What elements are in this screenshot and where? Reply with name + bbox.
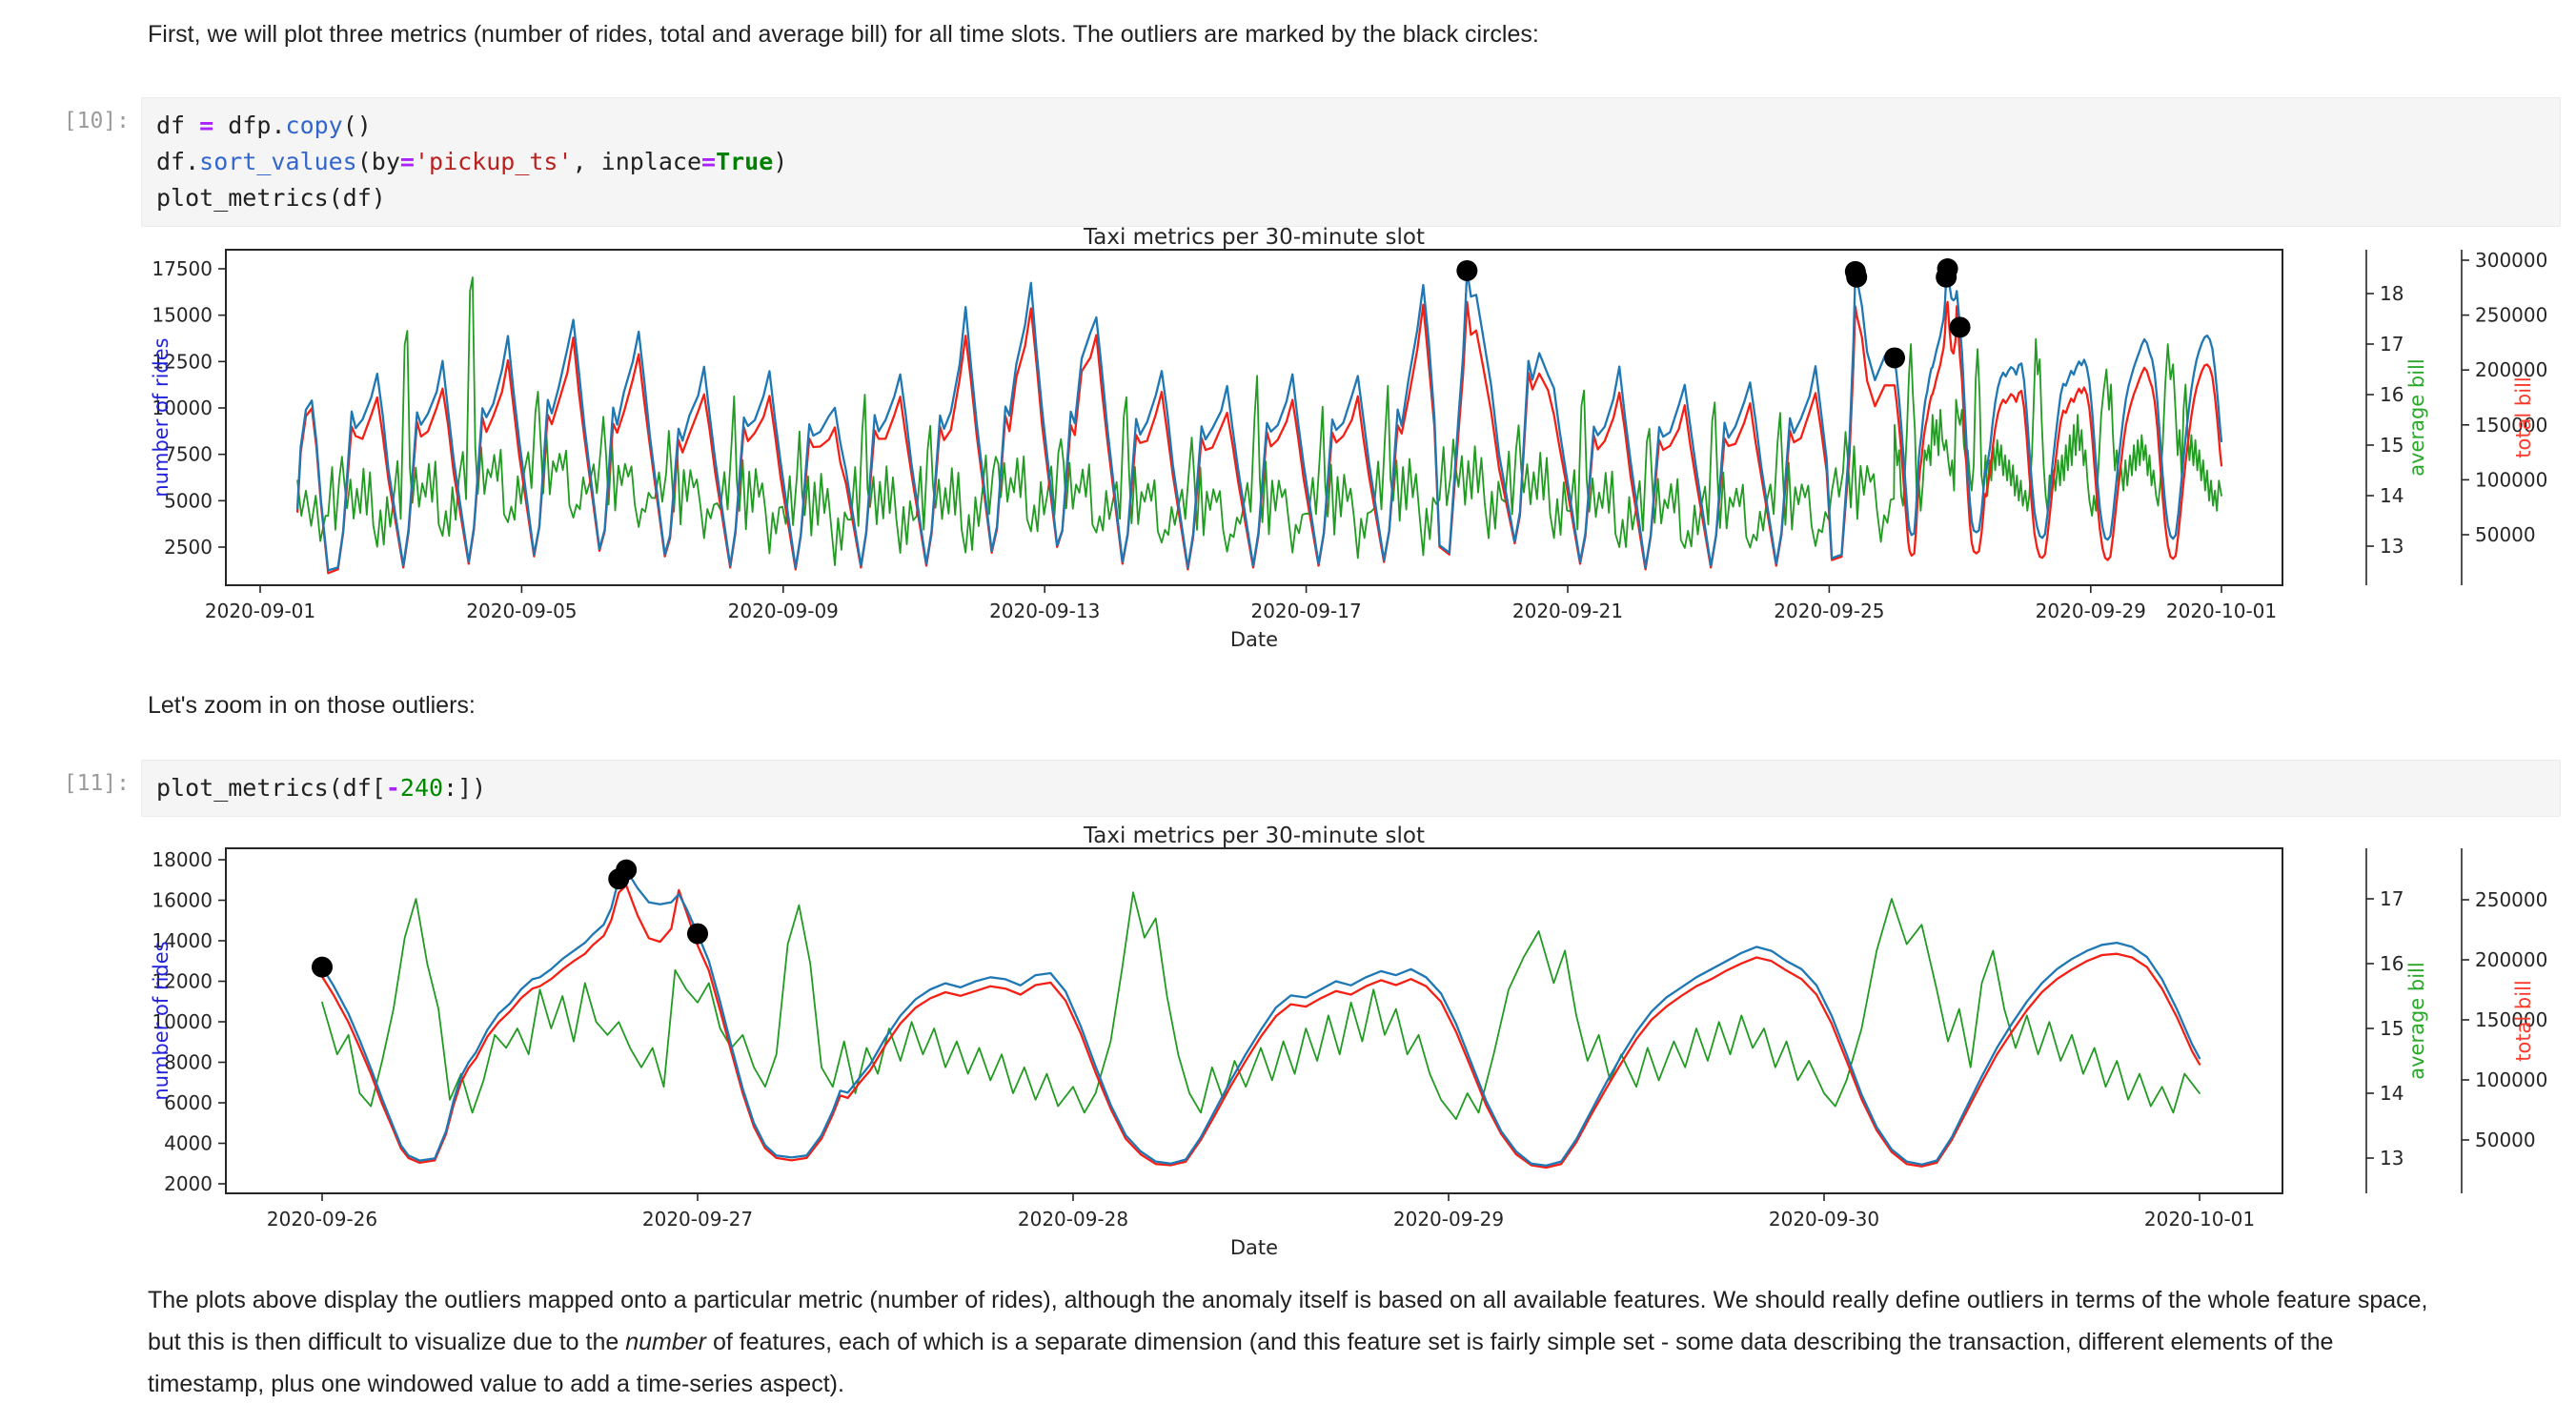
svg-text:150000: 150000 xyxy=(2475,414,2547,437)
svg-text:2020-09-26: 2020-09-26 xyxy=(267,1208,377,1231)
execution-prompt: [11]: xyxy=(63,771,130,796)
svg-text:2020-09-27: 2020-09-27 xyxy=(642,1208,753,1231)
chart-title: Taxi metrics per 30-minute slot xyxy=(1083,824,1425,848)
svg-text:15: 15 xyxy=(2380,434,2404,457)
svg-text:2000: 2000 xyxy=(164,1172,213,1195)
svg-text:14: 14 xyxy=(2380,1082,2404,1105)
total-bill-line xyxy=(295,300,2223,575)
svg-text:16000: 16000 xyxy=(152,889,213,912)
svg-text:250000: 250000 xyxy=(2475,888,2547,911)
svg-text:2020-09-30: 2020-09-30 xyxy=(1769,1208,1879,1231)
svg-text:17: 17 xyxy=(2380,887,2404,910)
svg-text:12000: 12000 xyxy=(152,970,213,993)
svg-text:150000: 150000 xyxy=(2475,1008,2547,1031)
outlier-marker xyxy=(312,956,333,978)
svg-text:8000: 8000 xyxy=(164,1051,213,1074)
x-axis-label: Date xyxy=(1230,1236,1278,1259)
figure-1: Taxi metrics per 30-minute slot 2500 5000 7… xyxy=(150,225,2547,651)
markdown-cell-closing: The plots above display the outliers map… xyxy=(148,1279,2446,1405)
svg-text:6000: 6000 xyxy=(164,1091,213,1114)
svg-text:2500: 2500 xyxy=(164,536,213,559)
svg-text:2020-09-29: 2020-09-29 xyxy=(1393,1208,1504,1231)
figure-2: Taxi metrics per 30-minute slot 2000 4000 6… xyxy=(150,824,2547,1259)
svg-text:50000: 50000 xyxy=(2475,1129,2536,1151)
markdown-cell-intro: First, we will plot three metrics (numbe… xyxy=(148,13,2435,55)
svg-text:18000: 18000 xyxy=(152,848,213,871)
svg-text:7500: 7500 xyxy=(164,443,213,466)
svg-text:50000: 50000 xyxy=(2475,523,2536,546)
outlier-marker xyxy=(616,859,638,881)
svg-text:2020-09-25: 2020-09-25 xyxy=(1774,600,1884,622)
svg-text:100000: 100000 xyxy=(2475,1068,2547,1091)
y-axis-label-total: total bill xyxy=(2512,980,2535,1062)
plot-area xyxy=(225,847,2283,1194)
svg-text:13: 13 xyxy=(2380,1147,2404,1170)
plot-area xyxy=(225,249,2283,586)
closing-text-italic: number xyxy=(625,1329,706,1355)
y-axis-label-total: total bill xyxy=(2512,376,2535,458)
svg-text:2020-09-09: 2020-09-09 xyxy=(728,600,839,622)
svg-text:2020-09-05: 2020-09-05 xyxy=(466,600,577,622)
svg-text:200000: 200000 xyxy=(2475,358,2547,381)
code-input-area[interactable]: df = dfp.copy() df.sort_values(by='pickup… xyxy=(141,97,2561,227)
svg-text:200000: 200000 xyxy=(2475,948,2547,971)
outlier-marker xyxy=(1937,258,1958,279)
number-of-rides-line xyxy=(295,267,2223,572)
svg-text:10000: 10000 xyxy=(152,1010,213,1033)
y-axis-label-avg: average bill xyxy=(2405,358,2428,476)
svg-text:100000: 100000 xyxy=(2475,468,2547,491)
svg-text:14000: 14000 xyxy=(152,929,213,952)
svg-text:13: 13 xyxy=(2380,535,2404,558)
svg-text:2020-09-13: 2020-09-13 xyxy=(989,600,1100,622)
outlier-marker xyxy=(1456,259,1478,281)
closing-text-after: of features, each of which is a separate… xyxy=(148,1329,2334,1397)
code-editor[interactable]: df = dfp.copy() df.sort_values(by='pickup… xyxy=(156,112,788,212)
markdown-cell-zoom: Let's zoom in on those outliers: xyxy=(148,684,2435,726)
svg-text:2020-10-01: 2020-10-01 xyxy=(2144,1208,2255,1231)
svg-text:16: 16 xyxy=(2380,952,2404,975)
svg-text:15000: 15000 xyxy=(152,304,213,327)
svg-text:18: 18 xyxy=(2380,282,2404,305)
average-bill-line xyxy=(321,891,2201,1121)
code-cell-10: [10]: df = dfp.copy() df.sort_values(by='… xyxy=(0,97,2576,227)
svg-text:2020-09-28: 2020-09-28 xyxy=(1018,1208,1128,1231)
svg-text:15: 15 xyxy=(2380,1017,2404,1040)
total-bill-line xyxy=(320,884,2201,1170)
closing-text-before: The plots above display the outliers map… xyxy=(148,1287,2428,1355)
outlier-marker xyxy=(1949,316,1971,338)
code-editor[interactable]: plot_metrics(df[-240:]) xyxy=(156,774,487,802)
chart-title: Taxi metrics per 30-minute slot xyxy=(1083,225,1425,250)
svg-text:10000: 10000 xyxy=(152,397,213,419)
code-input-area[interactable]: plot_metrics(df[-240:]) xyxy=(141,760,2561,817)
outlier-marker xyxy=(1884,347,1905,369)
svg-text:2020-09-29: 2020-09-29 xyxy=(2036,600,2146,622)
execution-prompt: [10]: xyxy=(63,109,130,133)
code-cell-11: [11]: plot_metrics(df[-240:]) xyxy=(0,760,2576,817)
svg-text:2020-09-01: 2020-09-01 xyxy=(205,600,315,622)
y-axis-label-rides: number of rides xyxy=(150,941,172,1100)
svg-text:2020-09-17: 2020-09-17 xyxy=(1250,600,1361,622)
outlier-marker xyxy=(687,923,708,945)
svg-text:16: 16 xyxy=(2380,383,2404,406)
svg-text:17: 17 xyxy=(2380,333,2404,356)
outlier-marker xyxy=(1846,266,1868,288)
zoom-text: Let's zoom in on those outliers: xyxy=(148,692,476,719)
svg-text:12500: 12500 xyxy=(152,350,213,373)
svg-text:4000: 4000 xyxy=(164,1132,213,1155)
y-axis-label-avg: average bill xyxy=(2405,962,2428,1079)
x-axis-label: Date xyxy=(1230,628,1278,651)
svg-text:300000: 300000 xyxy=(2475,249,2547,272)
svg-text:2020-10-01: 2020-10-01 xyxy=(2166,600,2277,622)
svg-text:2020-09-21: 2020-09-21 xyxy=(1512,600,1623,622)
svg-text:17500: 17500 xyxy=(152,257,213,280)
svg-text:14: 14 xyxy=(2380,484,2404,507)
svg-text:250000: 250000 xyxy=(2475,304,2547,327)
y-axis-label-rides: number of rides xyxy=(150,337,172,497)
number-of-rides-line xyxy=(320,868,2201,1168)
svg-text:5000: 5000 xyxy=(164,489,213,512)
intro-text: First, we will plot three metrics (numbe… xyxy=(148,21,1539,48)
average-bill-line xyxy=(296,276,2222,566)
